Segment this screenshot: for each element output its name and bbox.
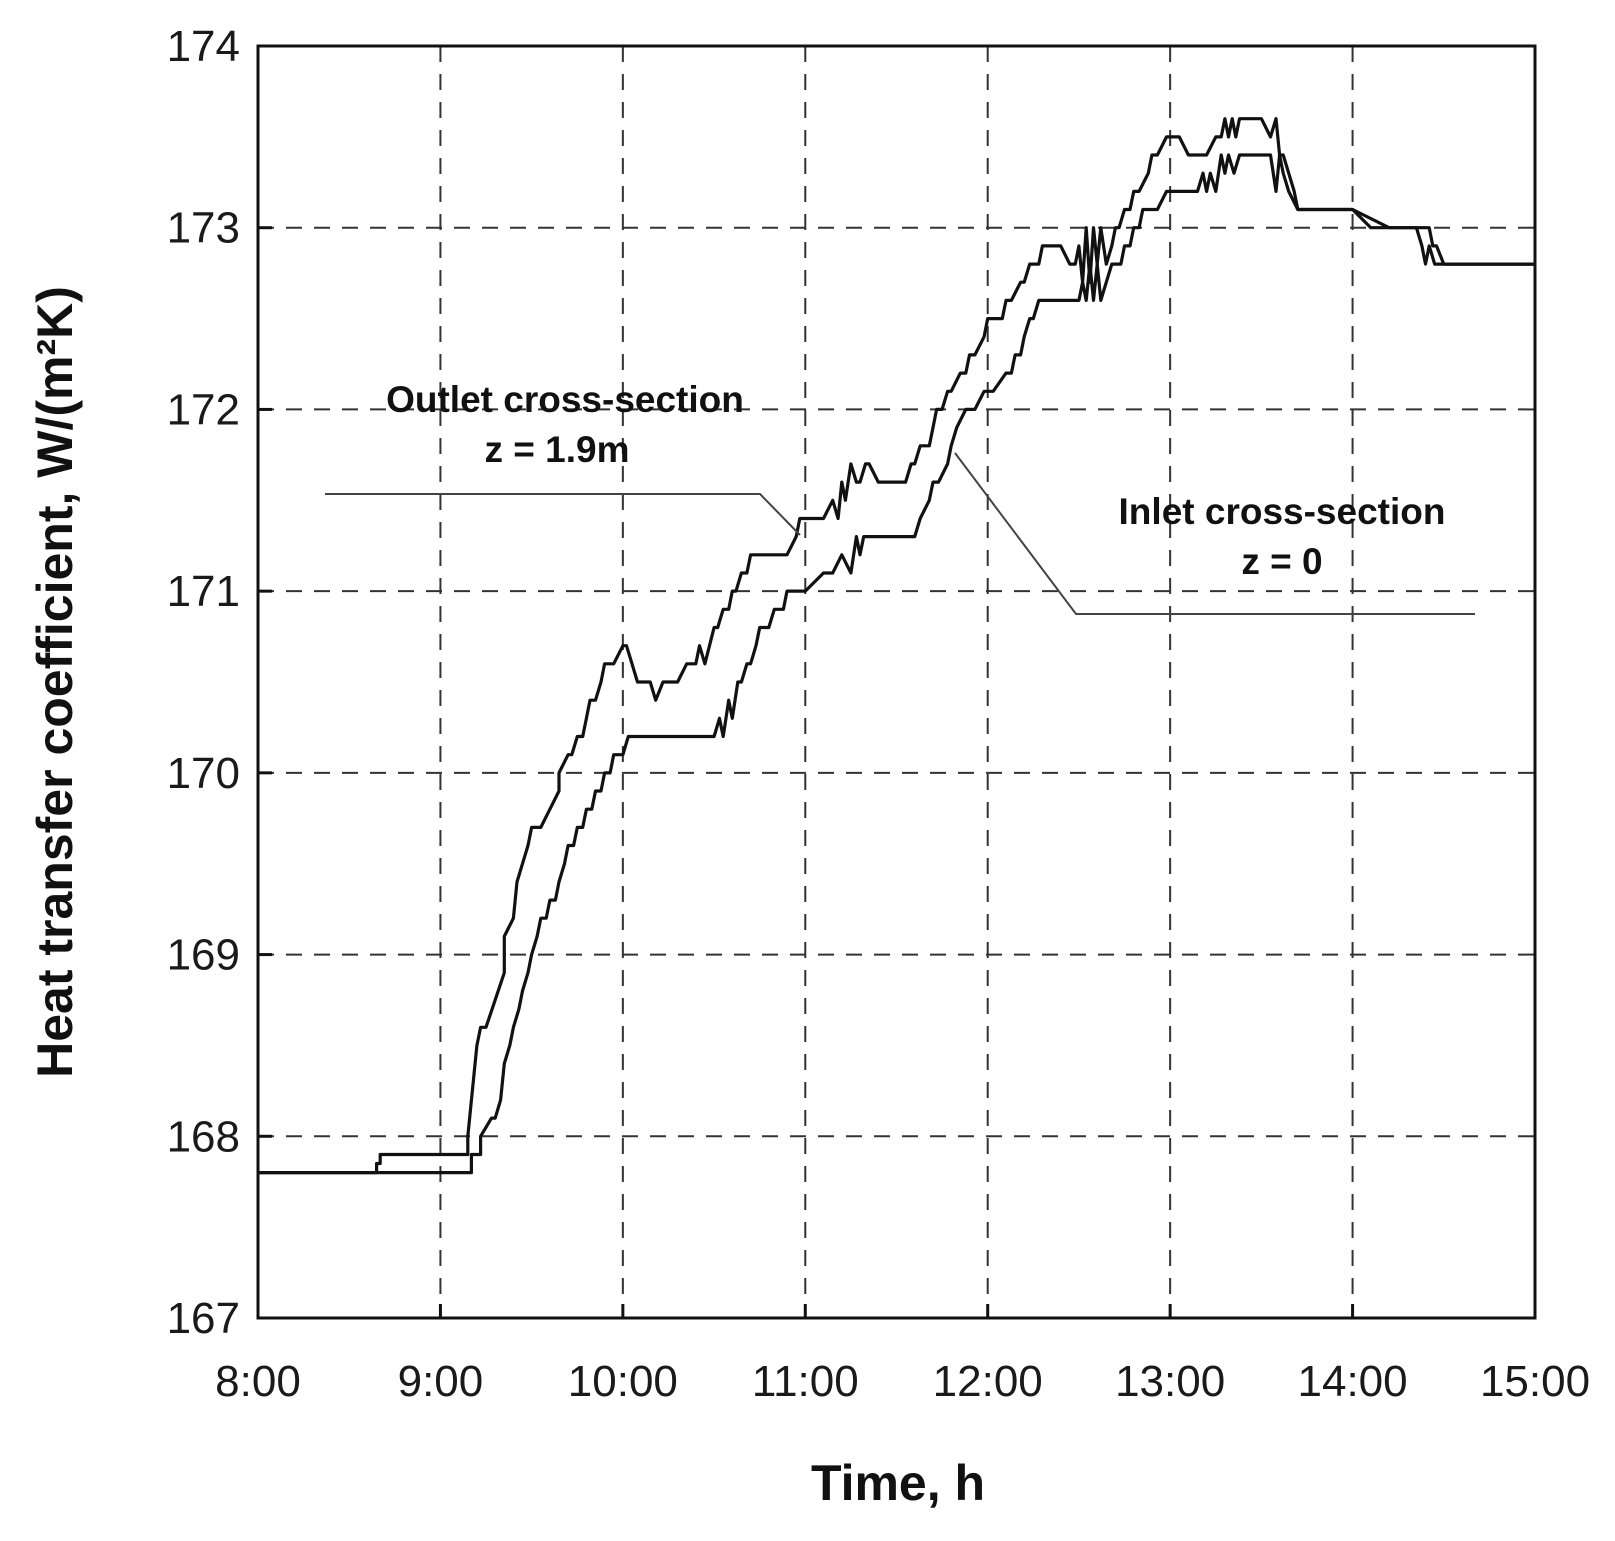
annotation-outlet: Outlet cross-section z = 1.9m — [325, 379, 801, 536]
y-tick-label: 173 — [167, 204, 240, 253]
annotation-outlet-leader — [325, 493, 801, 536]
series-line-outlet — [258, 117, 1535, 1175]
annotation-inlet-line-2: z = 0 — [1241, 541, 1322, 582]
x-tick-label: 14:00 — [1298, 1357, 1408, 1406]
x-tick-label: 8:00 — [215, 1357, 301, 1406]
y-tick-label: 171 — [167, 567, 240, 616]
x-tick-label: 15:00 — [1480, 1357, 1590, 1406]
y-tick-label: 170 — [167, 749, 240, 798]
series-line-inlet — [258, 153, 1535, 1175]
annotation-inlet: Inlet cross-section z = 0 — [954, 452, 1475, 615]
grid-lines — [258, 46, 1535, 1318]
x-axis-title: Time, h — [811, 1455, 985, 1511]
annotation-inlet-line-1: Inlet cross-section — [1119, 491, 1446, 532]
annotation-outlet-line-2: z = 1.9m — [484, 429, 629, 470]
x-tick-label: 9:00 — [398, 1357, 484, 1406]
x-tick-label: 11:00 — [752, 1357, 859, 1406]
x-tick-label: 13:00 — [1115, 1357, 1225, 1406]
x-tick-label: 10:00 — [568, 1357, 678, 1406]
x-tick-label: 12:00 — [933, 1357, 1043, 1406]
y-tick-label: 168 — [167, 1112, 240, 1161]
y-tick-label: 167 — [167, 1294, 240, 1343]
y-axis-title: Heat transfer coefficient, W/(m²K) — [27, 286, 83, 1078]
y-tick-label: 172 — [167, 385, 240, 434]
series-lines — [258, 117, 1535, 1175]
annotation-outlet-line-1: Outlet cross-section — [386, 379, 744, 420]
axis-ticks: 8:00 9:00 10:00 11:00 12:00 13:00 14:00 15:00 16… — [167, 22, 1590, 1406]
y-tick-label: 169 — [167, 931, 240, 980]
y-tick-label: 174 — [167, 22, 240, 71]
annotation-inlet-leader — [954, 452, 1475, 615]
plot-frame — [256, 44, 1537, 1320]
